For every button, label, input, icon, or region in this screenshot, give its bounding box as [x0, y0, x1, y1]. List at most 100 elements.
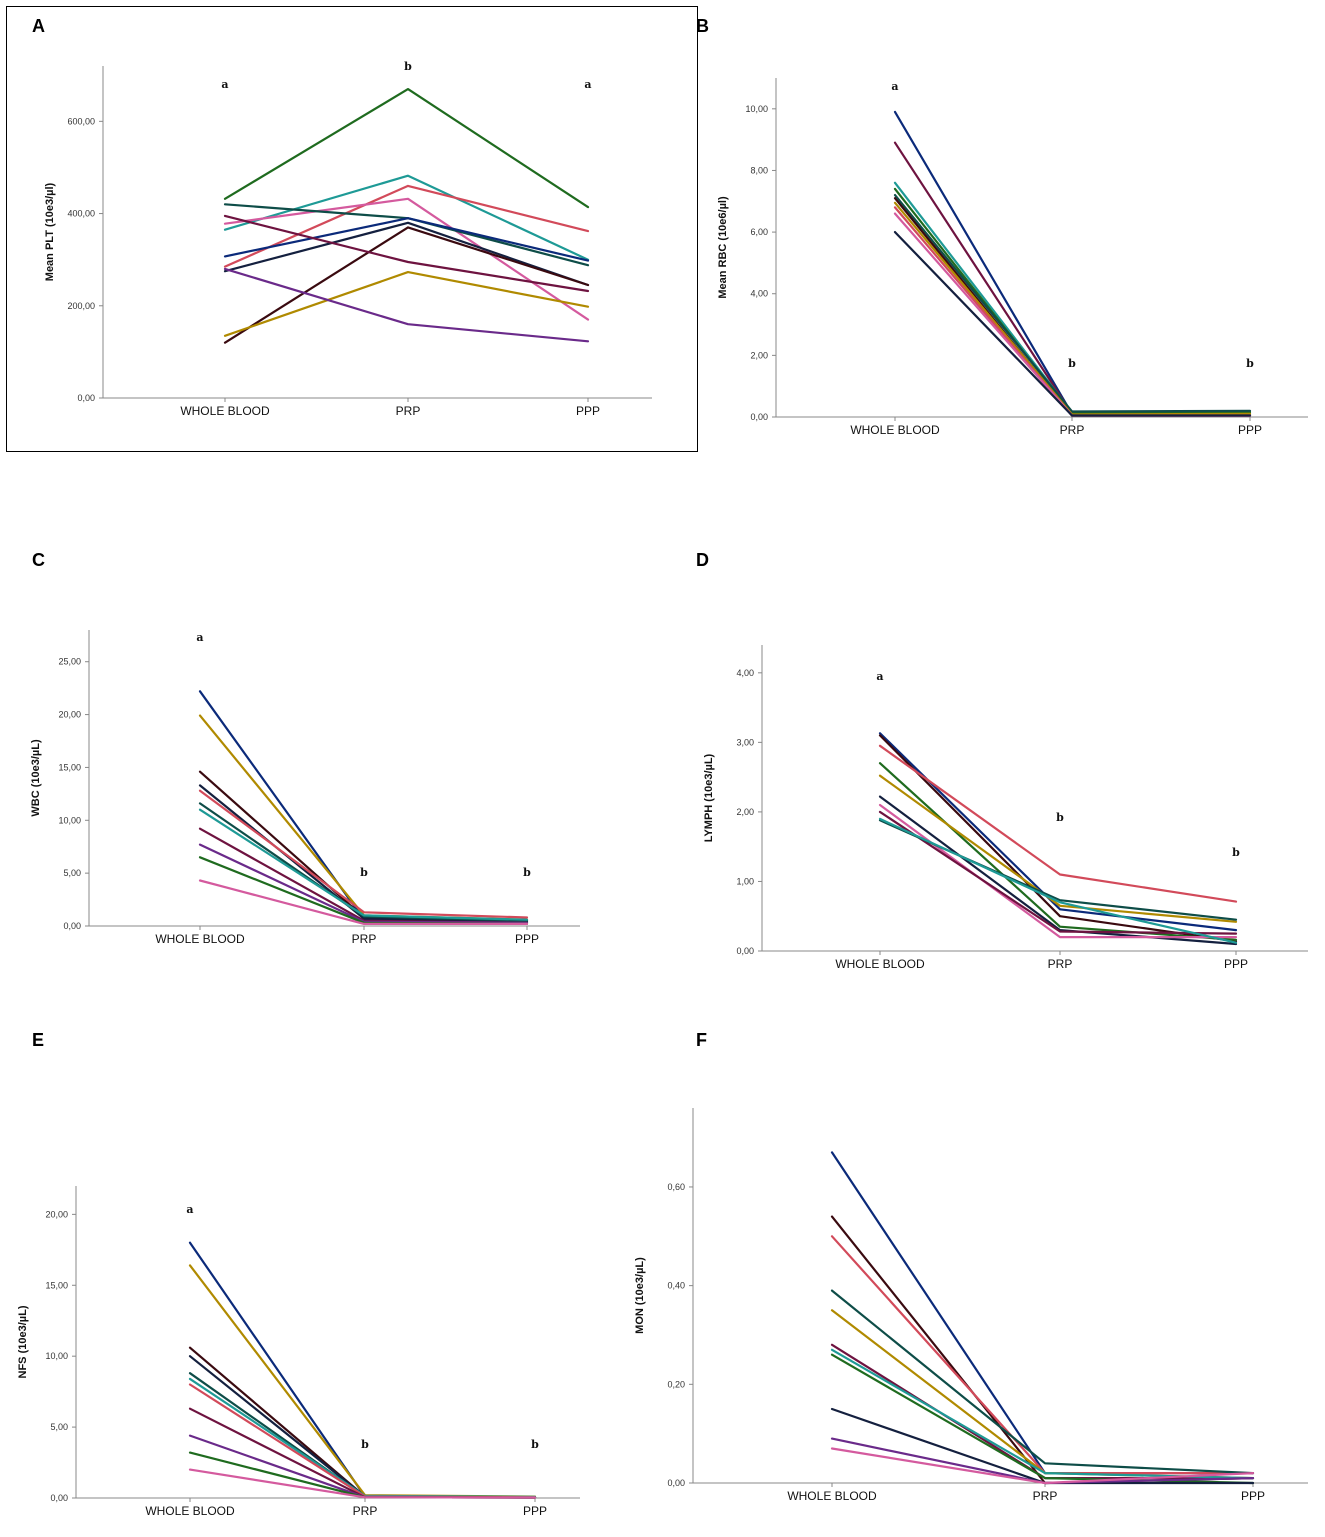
panel-a-frame — [6, 6, 698, 452]
y-tick-label: 6,00 — [750, 227, 768, 237]
y-tick-label: 4,00 — [736, 668, 754, 678]
x-tick-label: WHOLE BLOOD — [145, 1504, 235, 1518]
x-tick-label: PRP — [352, 932, 377, 946]
y-tick-label: 0,00 — [63, 921, 81, 931]
y-axis-label: LYMPH (10e3/µL) — [703, 753, 715, 842]
panel-letter-b: B — [696, 16, 709, 36]
y-tick-label: 600,00 — [67, 116, 95, 126]
x-tick-label: PRP — [1033, 1489, 1058, 1503]
series-line — [878, 795, 1238, 946]
panel-letter-e: E — [32, 1030, 45, 1050]
series-line — [223, 87, 590, 209]
chart-a: 0,00 200,00 400,00 600,00 WHOLE BLOOD PRP PPP M… — [44, 60, 652, 418]
chart-d: 0,00 1,00 2,00 3,00 4,00 WHOLE BLOOD PRP PPP LYM… — [703, 645, 1308, 971]
y-tick-label: 0,00 — [50, 1493, 68, 1503]
y-tick-label: 10,00 — [745, 104, 768, 114]
y-tick-label: 2,00 — [736, 807, 754, 817]
x-tick-label: PPP — [523, 1504, 547, 1518]
x-tick-label: PPP — [1224, 957, 1248, 971]
chart-e: 0,00 5,00 10,00 15,00 20,00 WHOLE BLOOD PRP PPP… — [17, 1186, 580, 1518]
y-tick-label: 0,40 — [667, 1281, 685, 1291]
panel-letter-d: D — [696, 550, 709, 570]
y-axis-label: Mean RBC (10e6/µl) — [717, 196, 729, 299]
panel-letter-a: A — [32, 16, 45, 36]
significance-letter: b — [361, 1438, 369, 1451]
series-line — [893, 231, 1252, 417]
x-tick-label: WHOLE BLOOD — [180, 404, 270, 418]
y-tick-label: 20,00 — [45, 1209, 68, 1219]
series-line — [830, 1447, 1255, 1485]
series-line — [878, 803, 1238, 939]
series-line — [223, 197, 590, 321]
y-tick-label: 0,00 — [750, 412, 768, 422]
series-line — [223, 214, 590, 293]
x-tick-label: PRP — [396, 404, 421, 418]
significance-letter: a — [196, 631, 203, 644]
y-tick-label: 0,60 — [667, 1182, 685, 1192]
y-tick-label: 0,00 — [667, 1478, 685, 1488]
y-tick-label: 200,00 — [67, 301, 95, 311]
series-line — [223, 221, 590, 287]
x-tick-label: WHOLE BLOOD — [835, 957, 925, 971]
y-tick-label: 0,00 — [736, 946, 754, 956]
panel-letter-f: F — [696, 1030, 707, 1050]
series-line — [188, 1468, 537, 1499]
series-line — [830, 1151, 1255, 1475]
y-tick-label: 15,00 — [58, 762, 81, 772]
x-tick-label: PRP — [1060, 423, 1085, 437]
significance-letter: b — [1068, 357, 1076, 370]
series-line — [223, 184, 590, 268]
chart-c: 0,00 5,00 10,00 15,00 20,00 25,00 WHOLE BLOOD P… — [30, 630, 580, 946]
series-line — [878, 774, 1238, 923]
significance-letter: b — [1232, 846, 1240, 859]
series-line — [830, 1353, 1255, 1485]
panel-letter-c: C — [32, 550, 45, 570]
y-axis-label: NFS (10e3/µL) — [17, 1305, 29, 1378]
series-line — [223, 271, 590, 337]
significance-letter: b — [404, 60, 412, 73]
significance-letter: a — [221, 78, 228, 91]
series-line — [830, 1215, 1255, 1485]
y-tick-label: 4,00 — [750, 289, 768, 299]
series-line — [198, 808, 529, 921]
y-tick-label: 8,00 — [750, 165, 768, 175]
significance-letter: a — [584, 78, 591, 91]
series-line — [223, 267, 590, 343]
series-line — [878, 732, 1238, 932]
x-tick-label: WHOLE BLOOD — [850, 423, 940, 437]
x-tick-label: PRP — [353, 1504, 378, 1518]
x-tick-label: PRP — [1048, 957, 1073, 971]
x-tick-label: WHOLE BLOOD — [787, 1489, 877, 1503]
series-line — [893, 194, 1252, 413]
y-tick-label: 400,00 — [67, 209, 95, 219]
y-tick-label: 0,20 — [667, 1379, 685, 1389]
series-line — [830, 1235, 1255, 1475]
y-tick-label: 25,00 — [58, 657, 81, 667]
significance-letter: a — [891, 80, 898, 93]
significance-letter: b — [360, 866, 368, 879]
x-tick-label: WHOLE BLOOD — [155, 932, 245, 946]
series-line — [198, 879, 529, 926]
series-line — [878, 817, 1238, 944]
y-tick-label: 3,00 — [736, 737, 754, 747]
series-line — [223, 217, 590, 262]
series-line — [223, 226, 590, 344]
y-tick-label: 15,00 — [45, 1280, 68, 1290]
y-tick-label: 10,00 — [45, 1351, 68, 1361]
y-tick-label: 10,00 — [58, 815, 81, 825]
y-tick-label: 5,00 — [63, 868, 81, 878]
series-line — [830, 1289, 1255, 1475]
y-tick-label: 5,00 — [50, 1422, 68, 1432]
x-tick-label: PPP — [1241, 1489, 1265, 1503]
series-line — [878, 744, 1238, 903]
y-tick-label: 2,00 — [750, 350, 768, 360]
series-line — [878, 810, 1238, 935]
chart-b: 0,00 2,00 4,00 6,00 8,00 10,00 WHOLE BLOOD PRP P… — [717, 78, 1308, 437]
y-axis-label: MON (10e3/µL) — [634, 1257, 646, 1334]
y-tick-label: 20,00 — [58, 710, 81, 720]
series-line — [878, 762, 1238, 942]
significance-letter: a — [876, 670, 883, 683]
y-tick-label: 1,00 — [736, 876, 754, 886]
significance-letter: a — [186, 1203, 193, 1216]
